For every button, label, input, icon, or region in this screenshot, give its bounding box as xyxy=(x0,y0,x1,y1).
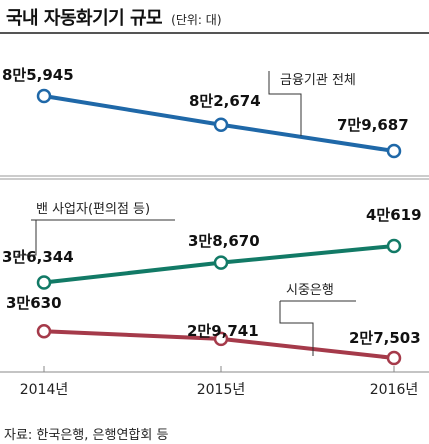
chart-title: 국내 자동화기기 규모 xyxy=(6,8,163,29)
data-label: 7만9,687 xyxy=(337,116,409,134)
series-bank-point xyxy=(213,331,229,347)
series-bank-point xyxy=(36,324,52,339)
series-name-label: 밴 사업자(편의점 등) xyxy=(36,202,150,217)
x-tick-label: 2014년 xyxy=(20,382,69,398)
data-label: 3만8,670 xyxy=(188,232,260,250)
series-name-label: 시중은행 xyxy=(286,282,334,298)
series-name-label: 금융기관 전체 xyxy=(280,73,356,88)
data-label: 2만7,503 xyxy=(349,329,421,347)
series-total-point xyxy=(36,88,52,104)
series-van-point xyxy=(386,238,402,254)
data-label: 4만619 xyxy=(366,206,422,224)
series-total-point xyxy=(213,117,229,132)
series-callout-line xyxy=(17,220,37,256)
data-label: 3만630 xyxy=(6,294,62,312)
x-tick-label: 2016년 xyxy=(370,382,419,398)
data-label: 8만2,674 xyxy=(189,92,261,110)
series-van-point xyxy=(36,275,52,290)
source-note: 자료: 한국은행, 은행연합회 등 xyxy=(4,428,169,443)
x-tick-label: 2015년 xyxy=(197,382,246,398)
series-callout-line xyxy=(279,301,314,356)
series-callout-line xyxy=(268,71,302,136)
data-label: 2만9,741 xyxy=(187,322,259,340)
series-bank-point xyxy=(386,350,402,366)
series-total-point xyxy=(386,143,402,159)
title-rule xyxy=(0,32,429,34)
data-label: 8만5,945 xyxy=(2,66,74,84)
series-van-point xyxy=(213,255,229,270)
unit-label: (단위: 대) xyxy=(171,13,222,27)
data-label: 3만6,344 xyxy=(2,248,74,266)
chart-title-block: 국내 자동화기기 규모 (단위: 대) xyxy=(6,4,222,30)
